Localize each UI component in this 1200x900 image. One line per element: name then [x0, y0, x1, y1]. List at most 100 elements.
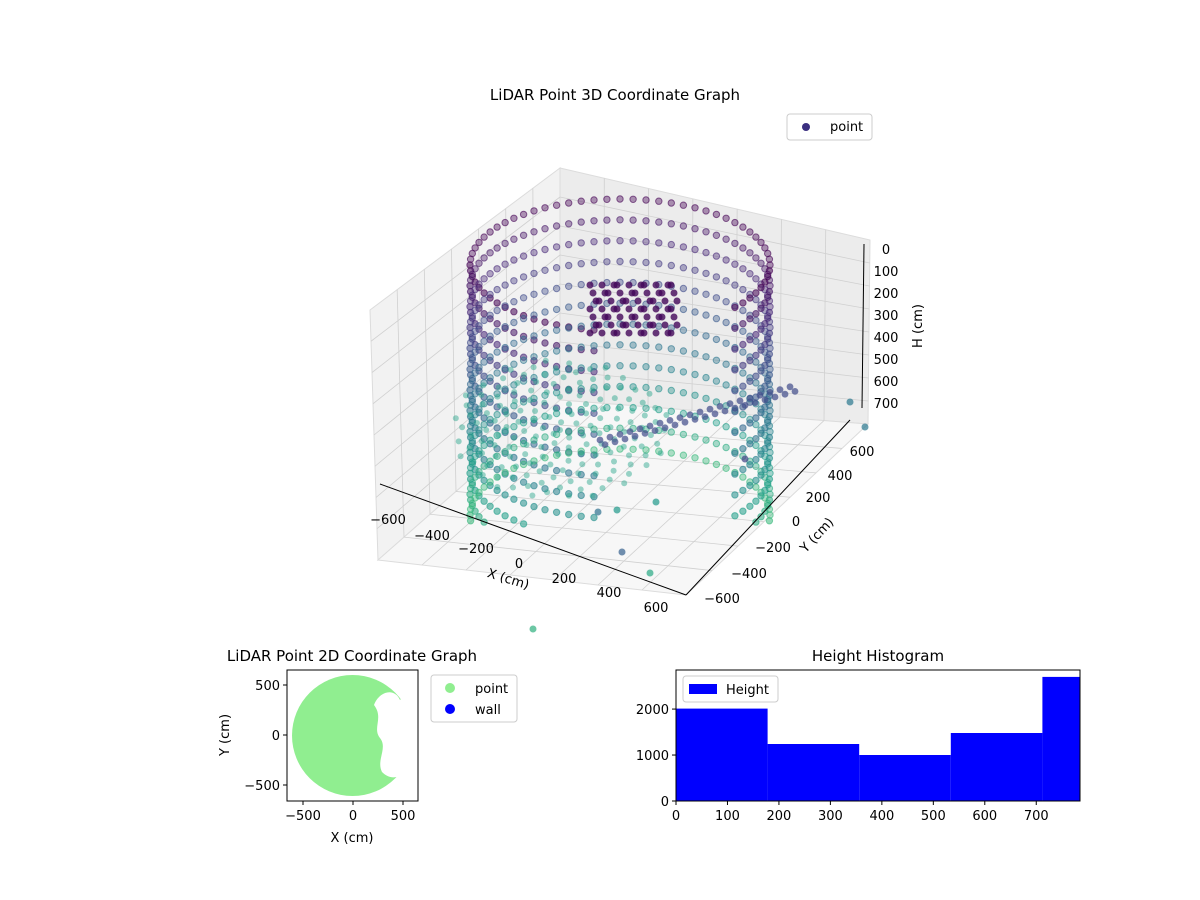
cloud-point: [471, 244, 479, 252]
cloud-point: [602, 364, 609, 371]
cloud-point: [670, 289, 678, 297]
cloud-point: [603, 383, 611, 391]
cloud-point: [552, 389, 561, 397]
cloud-point: [475, 363, 483, 372]
cloud-point: [661, 297, 669, 305]
cloud-point: [712, 314, 721, 323]
cloud-point: [501, 323, 509, 331]
cloud-point: [541, 329, 549, 337]
cloud-point: [493, 285, 501, 294]
cloud-point: [589, 313, 597, 321]
cloud-point: [552, 305, 561, 314]
cloud-point: [702, 248, 710, 257]
cloud-point: [480, 316, 488, 325]
cloud-point: [590, 363, 598, 371]
cloud-point: [530, 228, 538, 236]
cloud-point: [646, 569, 654, 577]
cloud-point: [483, 427, 490, 433]
cloud-point: [541, 454, 549, 462]
cloud-point: [691, 287, 699, 295]
cloud-point: [577, 301, 585, 310]
cloud-point: [646, 390, 653, 397]
cloud-point: [471, 390, 479, 398]
cloud-point: [757, 471, 765, 479]
cloud-point: [480, 483, 488, 491]
grid-3d: [370, 178, 870, 591]
cloud-point: [510, 339, 518, 347]
cloud-point: [590, 383, 598, 392]
cloud-point: [655, 343, 663, 351]
cloud-point: [577, 239, 585, 247]
legend-label-wall: wall: [475, 703, 501, 718]
cloud-point: [589, 492, 596, 499]
cloud-point: [493, 431, 501, 440]
cloud-point: [739, 465, 747, 474]
cloud-point: [722, 256, 730, 264]
cloud-point: [511, 389, 518, 395]
cloud-point: [746, 461, 754, 469]
cloud-point: [541, 308, 549, 316]
cloud-point: [691, 350, 699, 358]
cloud-point: [629, 258, 637, 266]
cloud-point: [480, 330, 488, 339]
cloud-point: [552, 409, 561, 418]
cloud-point: [679, 305, 688, 314]
cloud-point: [616, 382, 624, 391]
cloud-point: [712, 335, 721, 344]
cloud-point: [493, 340, 501, 349]
cloud-point: [530, 482, 538, 490]
cloud-point: [702, 353, 710, 361]
z-tick: 500: [874, 353, 899, 368]
cloud-point: [702, 373, 710, 382]
cloud-point: [667, 305, 675, 313]
cloud-point: [586, 329, 594, 337]
cloud-point: [594, 508, 602, 516]
cloud-point: [552, 466, 561, 475]
cloud-point: [592, 451, 599, 458]
cloud-point: [655, 364, 663, 372]
cloud-point: [576, 392, 583, 399]
cloud-point: [501, 260, 509, 268]
cloud-point: [541, 464, 549, 472]
cloud-point: [667, 281, 675, 289]
cloud-point: [686, 411, 694, 419]
cloud-point: [530, 394, 538, 403]
cloud-point: [741, 455, 749, 463]
cloud-point: [722, 360, 730, 368]
cloud-point: [667, 220, 675, 228]
cloud-point: [616, 431, 624, 438]
cloud-point: [586, 305, 594, 313]
cloud-point: [519, 210, 528, 219]
cloud-point: [519, 377, 528, 385]
cloud-point: [731, 366, 739, 374]
cloud-point: [746, 315, 754, 323]
cloud-point: [480, 358, 488, 366]
cloud-point: [466, 344, 474, 352]
x-tick: 400: [869, 809, 894, 824]
cloud-point: [480, 441, 488, 450]
x-tick: 100: [715, 809, 740, 824]
cloud-point: [565, 385, 572, 392]
cloud-point: [530, 502, 538, 511]
cloud-point: [493, 390, 501, 398]
cloud-point: [752, 455, 760, 464]
legend-marker-wall: [445, 704, 455, 714]
cloud-point: [642, 383, 650, 392]
cloud-point: [510, 381, 518, 389]
cloud-point: [712, 377, 721, 385]
cloud-point: [510, 433, 518, 441]
cloud-point: [501, 364, 509, 373]
cloud-point: [691, 416, 699, 423]
x-axis-label-2d: X (cm): [331, 831, 374, 846]
cloud-point: [631, 313, 639, 321]
z-tick: 400: [874, 331, 899, 346]
cloud-point: [466, 386, 474, 394]
cloud-point: [510, 318, 518, 327]
grid-line: [373, 283, 561, 436]
cloud-point: [702, 207, 710, 215]
cloud-point: [642, 342, 650, 350]
cloud-point: [565, 240, 573, 249]
cloud-point: [702, 436, 710, 444]
cloud-point: [766, 389, 774, 396]
cloud-point: [541, 225, 549, 233]
